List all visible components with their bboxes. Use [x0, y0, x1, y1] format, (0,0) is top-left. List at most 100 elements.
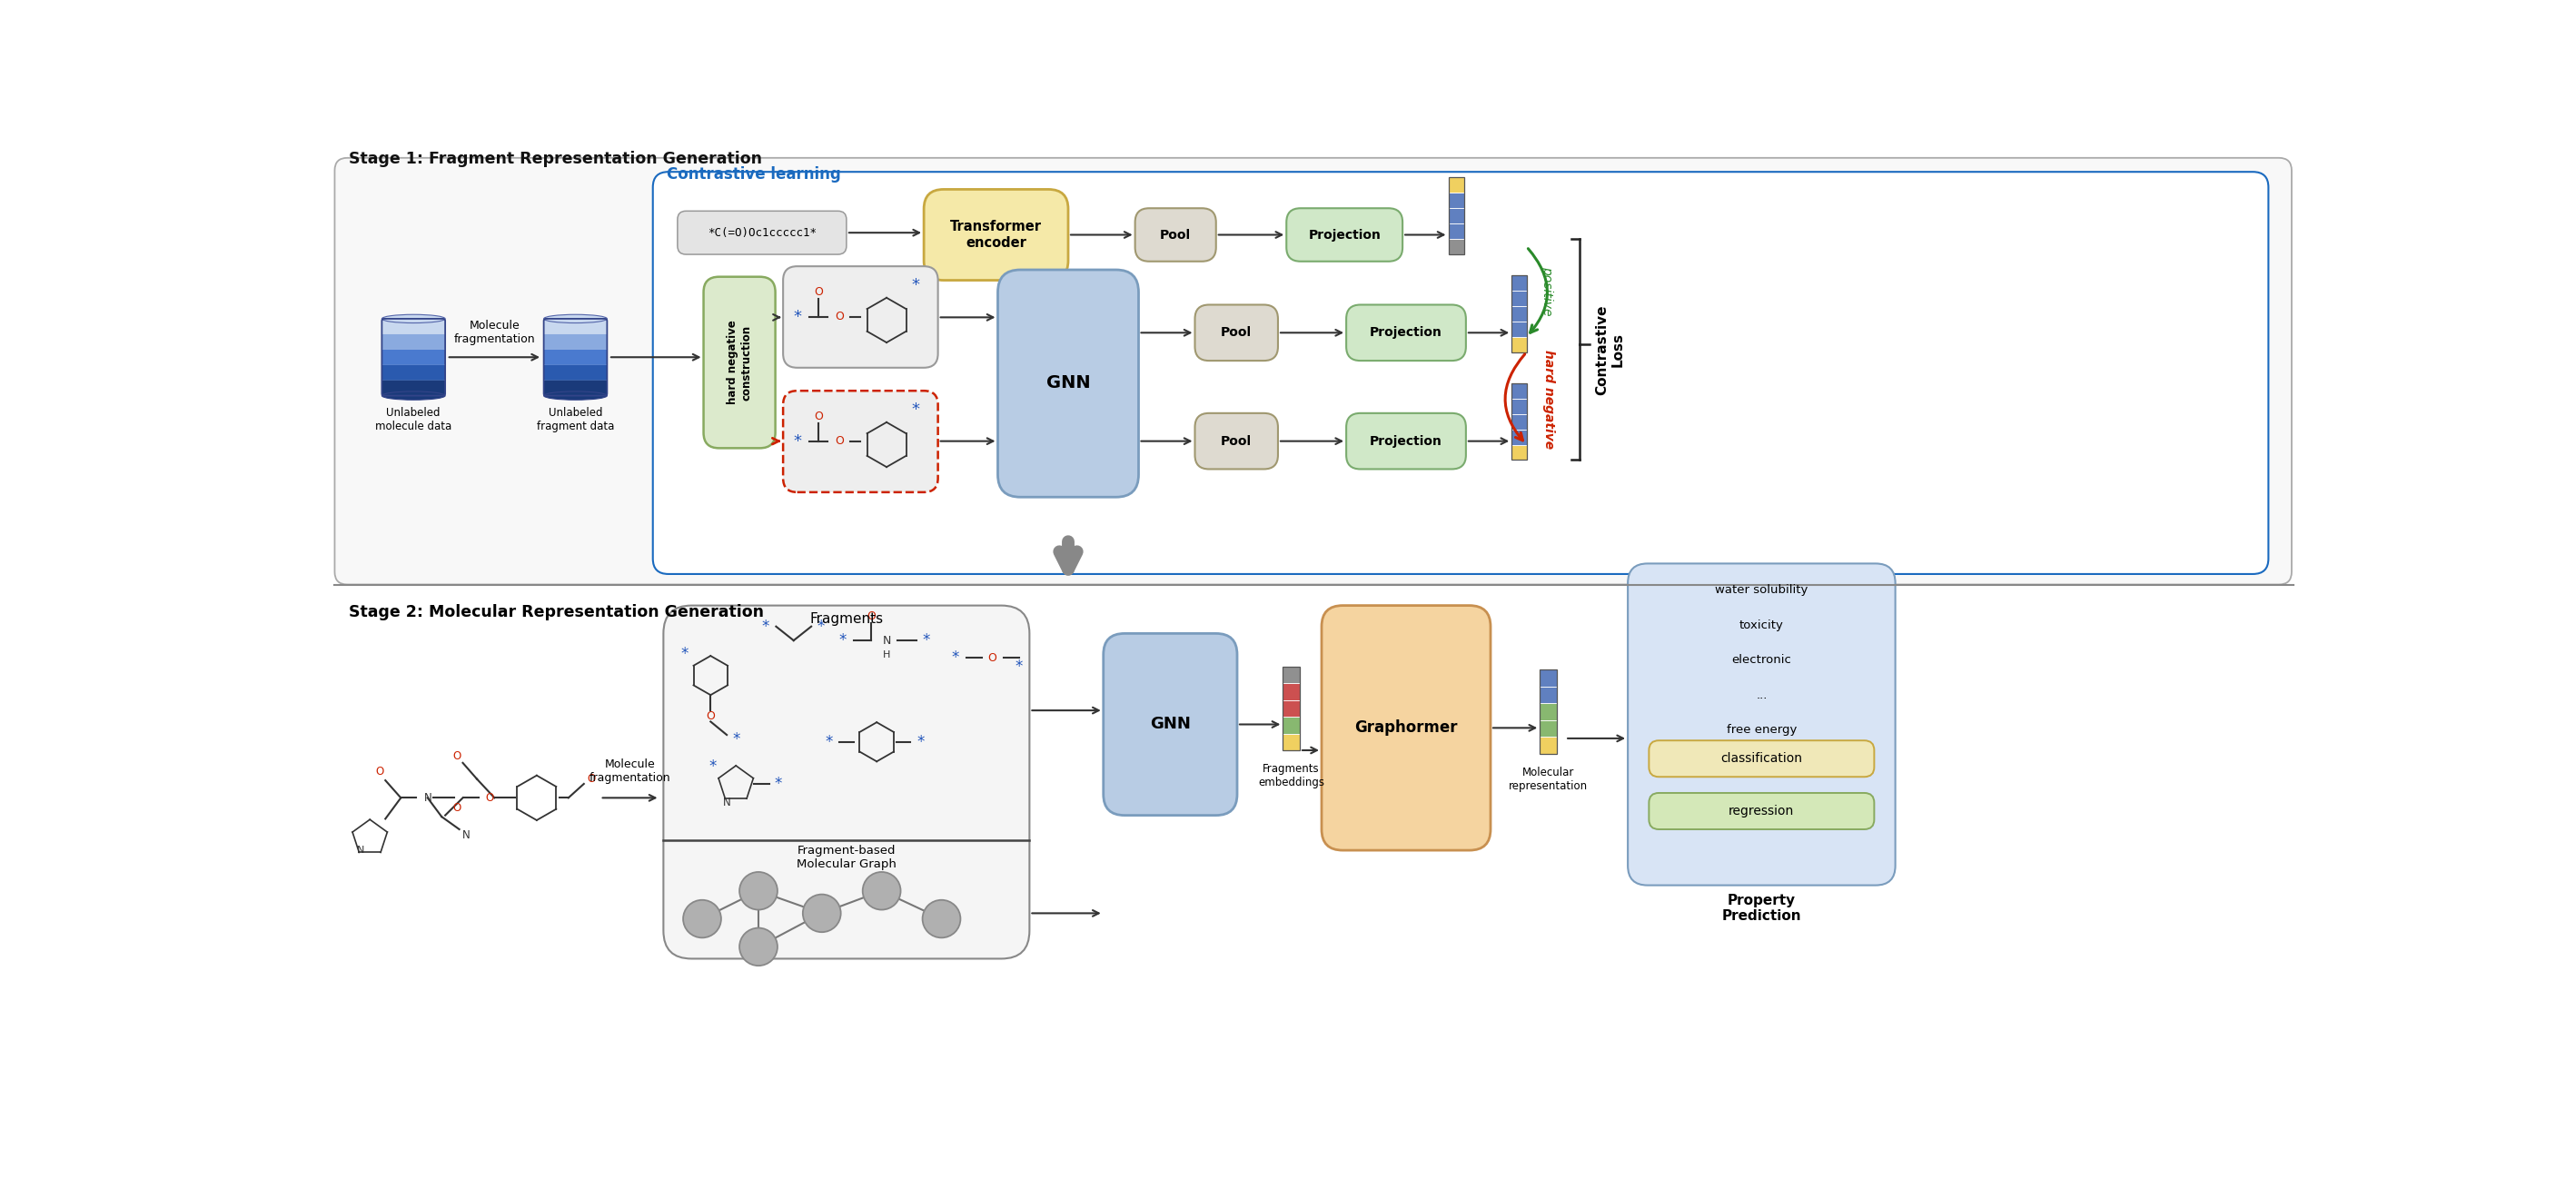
Text: Pool: Pool: [1159, 229, 1190, 241]
Text: O: O: [484, 791, 495, 803]
Bar: [1448, 177, 1463, 254]
Bar: [1283, 667, 1301, 751]
Text: Property
Prediction: Property Prediction: [1721, 893, 1801, 923]
Bar: [1540, 670, 1556, 754]
FancyBboxPatch shape: [677, 211, 848, 254]
Ellipse shape: [381, 314, 446, 323]
Text: Contrastive learning: Contrastive learning: [667, 167, 842, 182]
Text: hard negative: hard negative: [1543, 350, 1556, 448]
FancyBboxPatch shape: [783, 266, 938, 368]
Bar: [1512, 384, 1528, 460]
Text: water solubility: water solubility: [1716, 584, 1808, 596]
Bar: [1540, 721, 1556, 737]
Bar: [1283, 734, 1301, 751]
Text: Molecule
fragmentation: Molecule fragmentation: [453, 320, 536, 345]
Text: O: O: [453, 749, 461, 761]
Bar: [1448, 177, 1463, 193]
Bar: [1512, 276, 1528, 353]
Text: O: O: [835, 311, 845, 323]
Text: O: O: [814, 287, 824, 299]
FancyBboxPatch shape: [544, 319, 608, 335]
Text: O: O: [835, 435, 845, 447]
Text: *: *: [708, 758, 716, 775]
Text: Fragments: Fragments: [809, 613, 884, 626]
FancyBboxPatch shape: [1321, 605, 1492, 850]
Text: O: O: [866, 610, 876, 622]
Text: Unlabeled
fragment data: Unlabeled fragment data: [536, 406, 613, 433]
Text: *C(=O)Oc1ccccc1*: *C(=O)Oc1ccccc1*: [708, 227, 817, 239]
Circle shape: [683, 900, 721, 938]
Text: Projection: Projection: [1370, 435, 1443, 447]
FancyBboxPatch shape: [544, 349, 608, 364]
Text: Contrastive
Loss: Contrastive Loss: [1595, 305, 1625, 394]
Text: N: N: [461, 829, 471, 840]
FancyBboxPatch shape: [783, 391, 938, 493]
FancyBboxPatch shape: [1347, 305, 1466, 361]
Text: *: *: [762, 619, 770, 634]
Text: *: *: [793, 308, 801, 325]
Bar: [1540, 704, 1556, 721]
Ellipse shape: [544, 391, 608, 400]
FancyBboxPatch shape: [665, 605, 1030, 959]
Bar: [1512, 414, 1528, 429]
FancyBboxPatch shape: [703, 277, 775, 448]
Bar: [1540, 737, 1556, 754]
FancyBboxPatch shape: [1347, 414, 1466, 469]
FancyBboxPatch shape: [1103, 633, 1236, 815]
Text: *: *: [732, 731, 739, 748]
FancyBboxPatch shape: [544, 380, 608, 396]
Ellipse shape: [381, 391, 446, 400]
Bar: [1512, 429, 1528, 445]
Text: Pool: Pool: [1221, 435, 1252, 447]
FancyBboxPatch shape: [1649, 793, 1875, 830]
FancyBboxPatch shape: [1136, 209, 1216, 261]
Bar: [1512, 321, 1528, 337]
Bar: [1512, 384, 1528, 398]
Text: *: *: [680, 646, 688, 663]
FancyBboxPatch shape: [544, 333, 608, 350]
Bar: [1512, 445, 1528, 460]
Circle shape: [863, 872, 902, 910]
Text: Transformer
encoder: Transformer encoder: [951, 221, 1041, 249]
FancyBboxPatch shape: [1649, 741, 1875, 777]
Text: N: N: [422, 791, 433, 803]
FancyBboxPatch shape: [381, 349, 446, 364]
FancyBboxPatch shape: [1628, 564, 1896, 885]
Bar: [1512, 291, 1528, 306]
Ellipse shape: [544, 314, 608, 323]
Text: N: N: [724, 797, 732, 808]
Text: Projection: Projection: [1370, 326, 1443, 339]
FancyBboxPatch shape: [381, 333, 446, 350]
Text: O: O: [814, 411, 824, 422]
Text: *: *: [817, 619, 824, 634]
Bar: [1283, 683, 1301, 700]
Text: regression: regression: [1728, 805, 1795, 818]
FancyBboxPatch shape: [1195, 414, 1278, 469]
Bar: [1540, 687, 1556, 704]
Text: GNN: GNN: [1046, 374, 1090, 392]
FancyBboxPatch shape: [381, 364, 446, 380]
Bar: [1283, 700, 1301, 717]
Bar: [1448, 193, 1463, 209]
Text: Graphormer: Graphormer: [1355, 719, 1458, 736]
Text: *: *: [775, 776, 783, 793]
Text: O: O: [706, 710, 716, 722]
Text: hard negative
construction: hard negative construction: [726, 320, 752, 404]
Text: O: O: [453, 802, 461, 814]
Bar: [1540, 670, 1556, 687]
Text: Fragment-based
Molecular Graph: Fragment-based Molecular Graph: [796, 844, 896, 870]
Text: classification: classification: [1721, 752, 1803, 765]
Text: Pool: Pool: [1221, 326, 1252, 339]
Bar: [1448, 239, 1463, 254]
Text: O: O: [987, 652, 997, 664]
Bar: [1283, 717, 1301, 734]
Text: Unlabeled
molecule data: Unlabeled molecule data: [376, 406, 451, 433]
FancyBboxPatch shape: [381, 319, 446, 335]
Bar: [1448, 223, 1463, 239]
Circle shape: [739, 928, 778, 965]
Text: O: O: [587, 773, 595, 785]
Text: Molecular
representation: Molecular representation: [1510, 766, 1587, 791]
Text: Fragments
embeddings: Fragments embeddings: [1257, 763, 1324, 788]
FancyBboxPatch shape: [652, 171, 2269, 574]
FancyBboxPatch shape: [925, 189, 1069, 281]
